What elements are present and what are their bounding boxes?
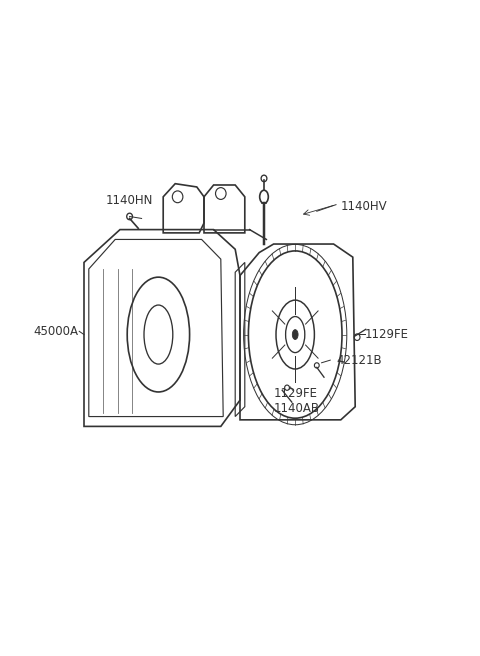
Text: 1140HV: 1140HV [341, 200, 387, 213]
Text: 42121B: 42121B [336, 354, 382, 367]
Text: 1140AB: 1140AB [274, 401, 320, 415]
Text: 1140HN: 1140HN [106, 194, 153, 207]
Text: 1129FE: 1129FE [365, 328, 409, 341]
Text: 45000A: 45000A [34, 325, 79, 338]
Text: 1129FE: 1129FE [274, 387, 318, 400]
Ellipse shape [292, 329, 298, 340]
